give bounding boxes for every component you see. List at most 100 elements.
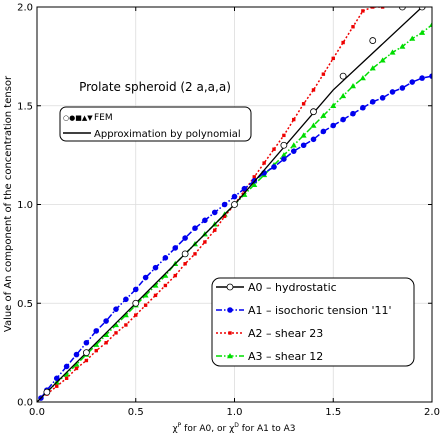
data-point xyxy=(182,235,188,241)
data-point xyxy=(113,306,119,312)
data-point xyxy=(63,371,70,377)
data-point xyxy=(142,274,149,281)
data-point xyxy=(43,388,51,396)
data-point xyxy=(340,92,347,99)
legend-a0-label: A0 – hydrostatic xyxy=(248,281,337,294)
x-tick-label: 2.0 xyxy=(424,407,440,418)
data-point xyxy=(193,252,197,256)
data-point xyxy=(152,264,159,271)
data-point xyxy=(272,147,276,151)
data-point xyxy=(251,181,258,187)
data-point xyxy=(93,328,100,334)
data-point xyxy=(330,122,337,129)
data-point xyxy=(399,43,406,49)
x-tick-label: 0.0 xyxy=(29,407,45,418)
data-point xyxy=(134,313,138,317)
data-point xyxy=(181,250,189,258)
data-point xyxy=(262,161,266,165)
data-point xyxy=(172,245,179,251)
data-point xyxy=(280,141,288,149)
data-point xyxy=(226,283,234,291)
data-point xyxy=(213,228,217,232)
data-point xyxy=(380,7,385,9)
data-point xyxy=(173,273,177,278)
data-point xyxy=(379,57,386,63)
data-point xyxy=(310,122,317,128)
data-point xyxy=(103,318,109,324)
data-point xyxy=(271,164,277,170)
data-point xyxy=(290,148,297,154)
data-point xyxy=(350,83,356,89)
y-tick-label: 1.5 xyxy=(17,101,33,112)
data-point xyxy=(409,35,416,41)
data-point xyxy=(192,225,198,231)
data-point xyxy=(231,193,238,200)
data-point xyxy=(419,29,426,35)
data-point xyxy=(203,240,207,244)
data-point xyxy=(351,25,355,29)
data-point xyxy=(227,307,233,313)
data-point xyxy=(124,323,128,327)
data-point xyxy=(211,209,218,216)
data-point xyxy=(64,376,69,380)
data-point xyxy=(292,117,296,122)
data-point xyxy=(310,136,317,143)
data-point xyxy=(241,185,248,192)
data-point xyxy=(74,366,79,371)
data-point xyxy=(231,201,238,208)
data-point xyxy=(340,116,346,123)
legend-top: ○●■▲▼ FEM Approximation by polynomial xyxy=(59,106,252,142)
data-point xyxy=(419,75,425,81)
data-point xyxy=(221,201,228,208)
legend-fem-label: FEM xyxy=(94,113,113,123)
y-tick-label: 2.0 xyxy=(17,3,33,14)
data-point xyxy=(113,321,119,328)
data-point xyxy=(341,40,345,45)
legend-key-3 xyxy=(216,353,244,359)
chart-title: Prolate spheroid (2 a,a,a) xyxy=(79,80,231,94)
data-point xyxy=(331,56,335,61)
data-point xyxy=(379,95,386,101)
data-point xyxy=(202,217,208,224)
data-point xyxy=(320,128,327,135)
x-tick-label: 0.5 xyxy=(128,407,144,418)
legend-approx-label: Approximation by polynomial xyxy=(94,129,241,140)
x-axis-label: χP for A0, or χD for A1 to A3 xyxy=(172,422,295,434)
data-point xyxy=(227,353,233,359)
data-point xyxy=(398,7,406,11)
legend-bottom: A0 – hydrostatic A1 – isochoric tension … xyxy=(211,277,415,367)
data-point xyxy=(83,339,90,346)
data-point xyxy=(132,299,140,307)
data-point xyxy=(361,9,365,13)
data-point xyxy=(94,348,98,353)
data-point xyxy=(222,214,227,219)
x-tick-label: 1.0 xyxy=(227,407,243,418)
y-tick-label: 1.0 xyxy=(17,200,33,211)
data-point xyxy=(53,375,60,382)
y-axis-label: Value of An component of the concentrati… xyxy=(3,75,14,332)
data-point xyxy=(162,255,169,261)
data-point xyxy=(321,72,326,76)
y-tick-label: 0.5 xyxy=(17,299,33,310)
data-point xyxy=(369,65,376,71)
data-point xyxy=(104,341,108,345)
data-point xyxy=(82,349,90,357)
data-point xyxy=(359,75,366,81)
legend-top-frame xyxy=(59,106,252,142)
series-line xyxy=(46,24,432,393)
data-point xyxy=(122,312,129,318)
data-point xyxy=(311,88,316,92)
data-point xyxy=(301,102,306,106)
data-point xyxy=(320,112,327,118)
data-point xyxy=(73,361,80,367)
data-point xyxy=(369,99,376,105)
data-point xyxy=(290,142,297,148)
data-point xyxy=(152,282,159,288)
data-point xyxy=(84,358,89,363)
data-point xyxy=(103,331,110,338)
legend-key-2 xyxy=(216,331,244,335)
legend-fem-marker-glyphs: ○●■▲▼ xyxy=(63,114,93,122)
data-point xyxy=(369,37,377,44)
data-point xyxy=(300,132,307,138)
data-point xyxy=(280,152,287,158)
